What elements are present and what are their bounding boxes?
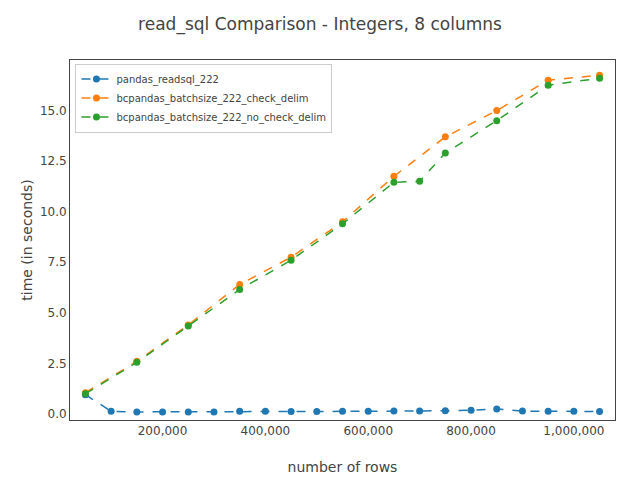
svg-text:read_sql Comparison - Integers: read_sql Comparison - Integers, 8 column… [138,14,502,35]
svg-text:10.0: 10.0 [40,205,67,219]
svg-text:1,000,000: 1,000,000 [543,424,604,438]
svg-text:7.5: 7.5 [48,255,67,269]
svg-text:5.0: 5.0 [48,306,67,320]
svg-text:200,000: 200,000 [138,424,188,438]
svg-text:bcpandas_batchsize_222_check_d: bcpandas_batchsize_222_check_delim [116,93,308,105]
svg-text:0.0: 0.0 [48,407,67,421]
svg-text:12.5: 12.5 [40,154,67,168]
svg-text:bcpandas_batchsize_222_no_chec: bcpandas_batchsize_222_no_check_delim [116,112,326,124]
svg-text:number of rows: number of rows [288,459,398,475]
svg-text:time (in seconds): time (in seconds) [19,179,35,300]
svg-text:pandas_readsql_222: pandas_readsql_222 [116,74,218,86]
svg-text:15.0: 15.0 [40,104,67,118]
svg-text:600,000: 600,000 [343,424,393,438]
svg-text:2.5: 2.5 [48,357,67,371]
svg-text:400,000: 400,000 [241,424,291,438]
svg-text:800,000: 800,000 [446,424,496,438]
